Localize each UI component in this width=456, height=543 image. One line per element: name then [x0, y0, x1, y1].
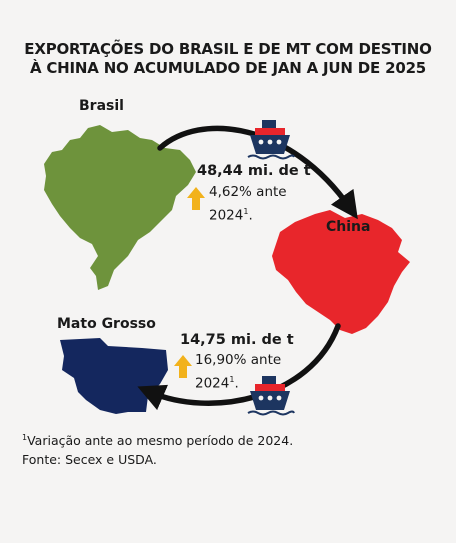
china-map: [272, 210, 410, 334]
ship-icon: [247, 120, 295, 160]
mato-grosso-volume: 14,75 mi. de t: [180, 332, 294, 348]
infographic-title: EXPORTAÇÕES DO BRASIL E DE MT COM DESTIN…: [0, 40, 456, 78]
arrow-up-icon: [174, 355, 192, 378]
ship-icon: [247, 376, 295, 416]
brasil-label: Brasil: [79, 98, 124, 114]
arrow-up-icon: [187, 187, 205, 210]
brasil-volume: 48,44 mi. de t: [197, 163, 311, 179]
mato-grosso-variation: 16,90% ante 20241.: [195, 352, 282, 392]
brasil-variation: 4,62% ante 20241.: [209, 184, 287, 224]
brasil-map: [44, 125, 196, 290]
footnote-text: Variação ante ao mesmo período de 2024.: [27, 433, 294, 449]
footnote: 1Variação ante ao mesmo período de 2024.…: [22, 433, 294, 468]
mato-grosso-map: [60, 338, 168, 414]
title-line-2: À CHINA NO ACUMULADO DE JAN A JUN DE 202…: [29, 59, 427, 77]
china-label: China: [326, 219, 371, 235]
brasil-to-china-arrow: [157, 125, 358, 220]
title-line-1: EXPORTAÇÕES DO BRASIL E DE MT COM DESTIN…: [24, 40, 432, 58]
source-text: Fonte: Secex e USDA.: [22, 452, 157, 468]
mato-grosso-label: Mato Grosso: [57, 316, 156, 332]
